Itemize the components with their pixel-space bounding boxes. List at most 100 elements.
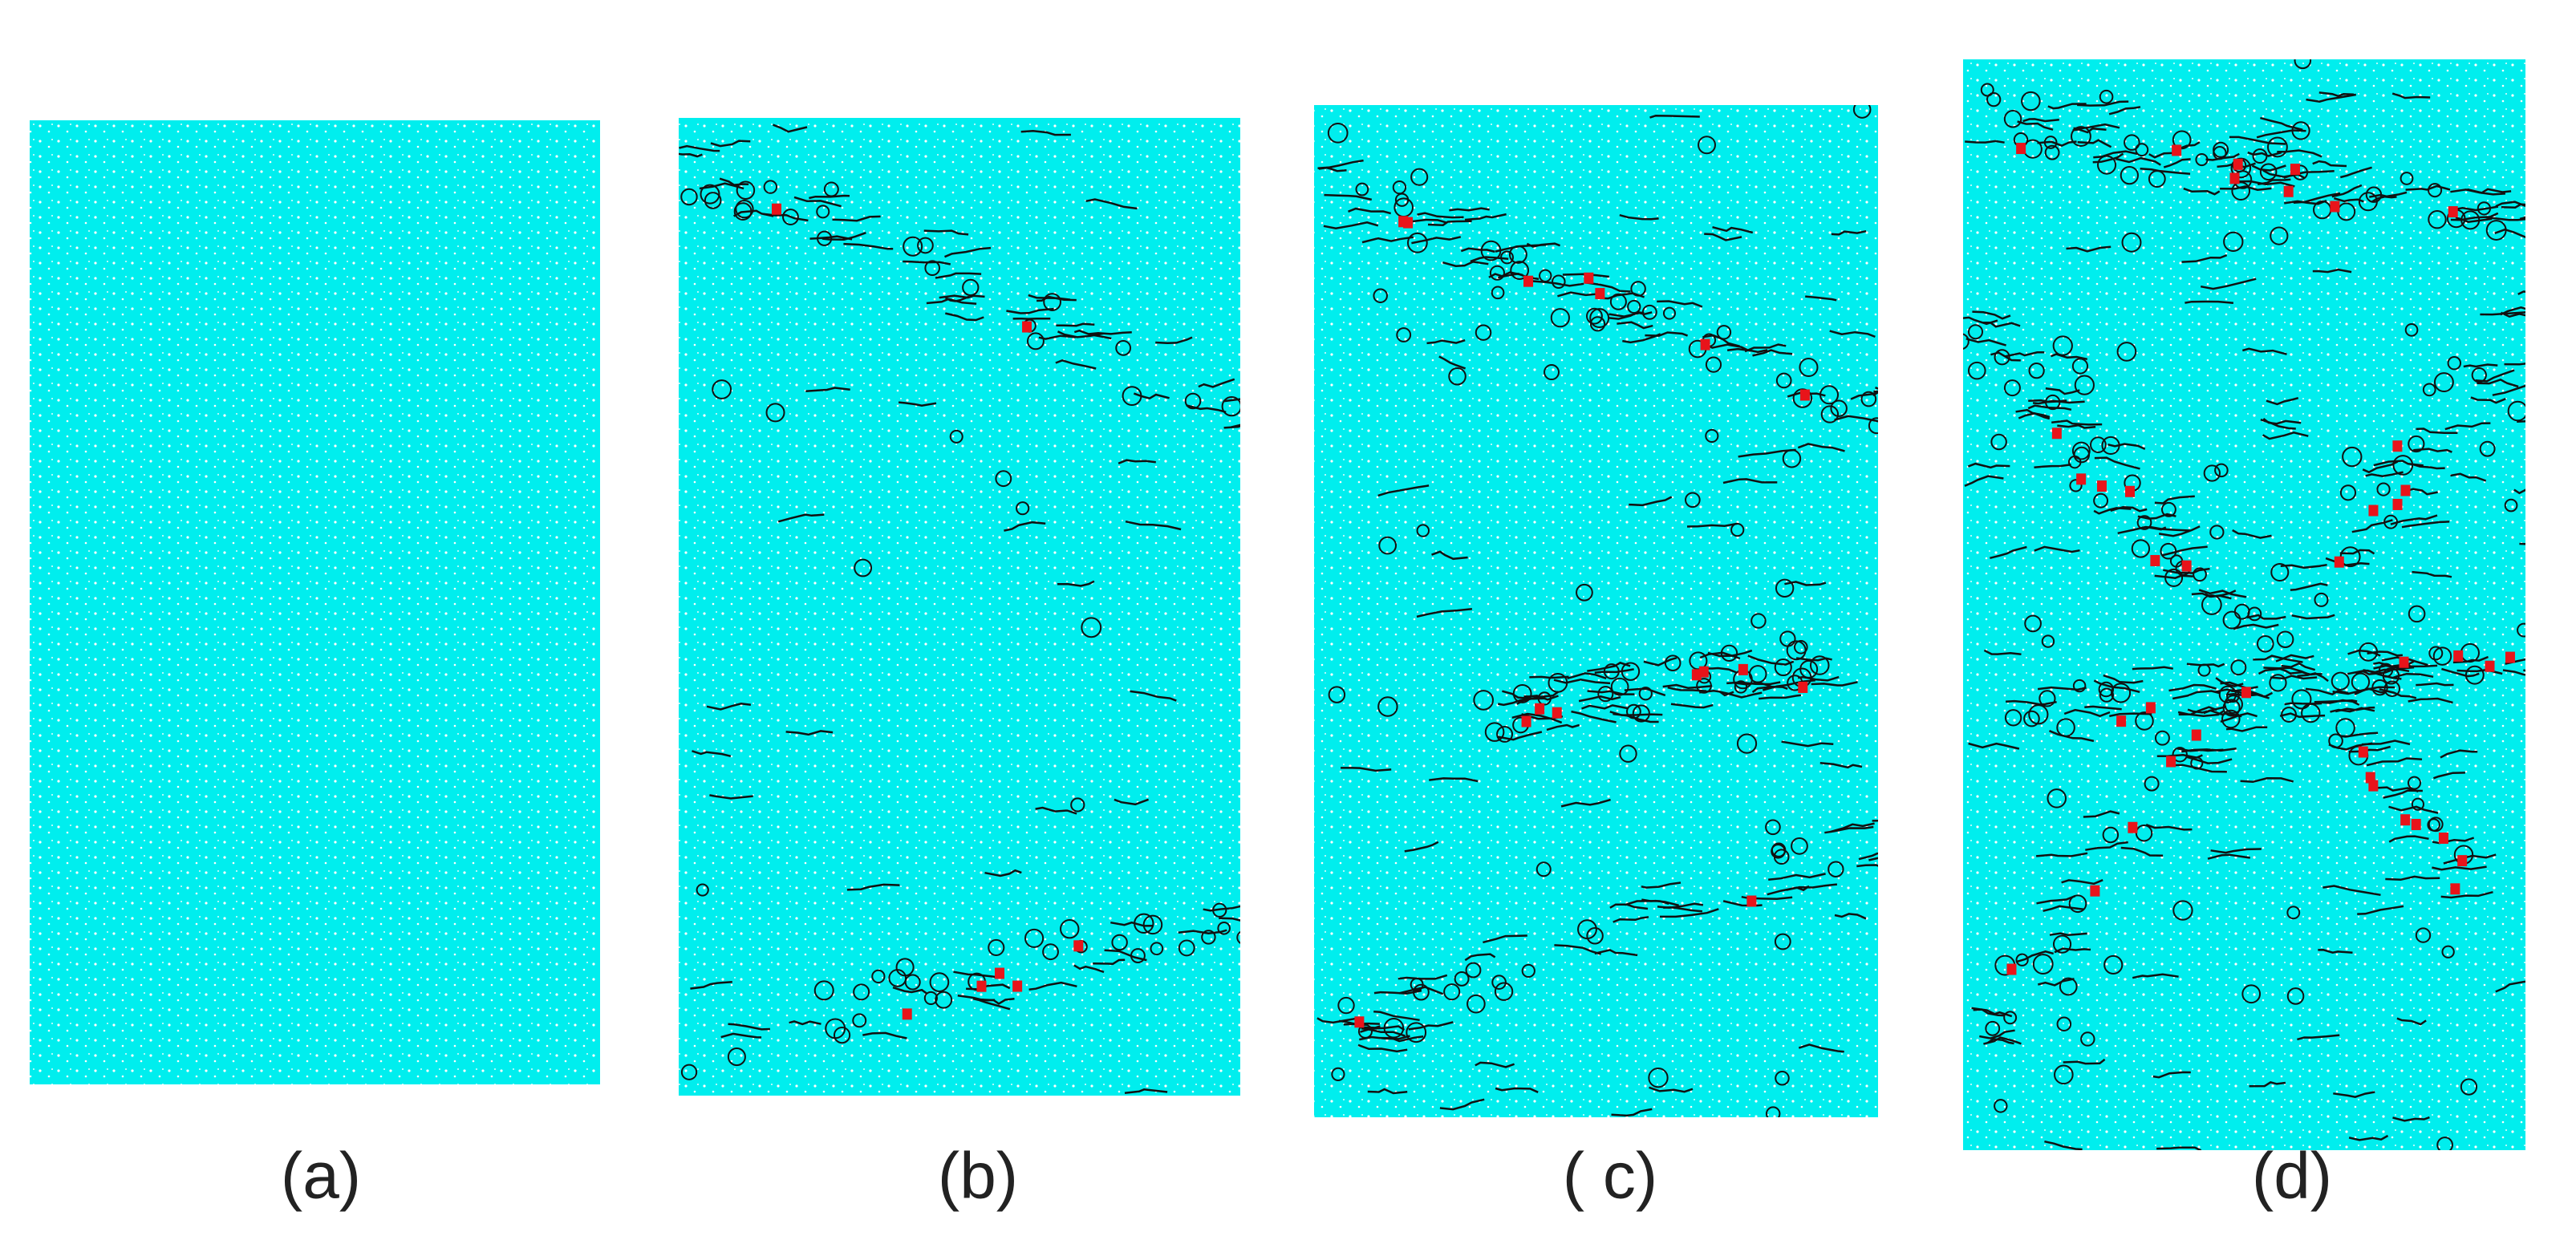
- crack: [2401, 521, 2450, 529]
- crack: [1657, 300, 1703, 308]
- crack: [2107, 443, 2146, 450]
- crack: [1585, 282, 1631, 293]
- damage: [2213, 141, 2229, 158]
- damage: [1454, 970, 1470, 987]
- damage: [1589, 316, 1606, 332]
- crack: [1464, 953, 1496, 962]
- damage: [2145, 702, 2156, 714]
- crack: [1323, 221, 1379, 229]
- crack: [2200, 278, 2257, 290]
- crack: [2207, 853, 2250, 860]
- crack: [2022, 118, 2059, 123]
- damage: [2006, 963, 2017, 975]
- damage: [2436, 1137, 2453, 1150]
- crack: [2093, 150, 2138, 159]
- crack: [2467, 188, 2512, 194]
- crack: [2037, 978, 2075, 987]
- damage: [1793, 639, 1808, 654]
- damage: [2144, 776, 2160, 792]
- crack: [1118, 459, 1156, 464]
- damage: [1247, 423, 1266, 442]
- damage: [1798, 681, 1808, 693]
- damage: [1638, 687, 1653, 701]
- damage: [2054, 1064, 2074, 1085]
- damage: [923, 991, 938, 1006]
- damage: [2131, 539, 2151, 558]
- damage: [852, 1013, 867, 1028]
- crack: [2054, 947, 2091, 954]
- crack: [1987, 1038, 2014, 1045]
- crack: [2485, 216, 2525, 221]
- crack: [1449, 207, 1490, 212]
- crack: [2519, 542, 2525, 545]
- crack: [2284, 702, 2322, 706]
- crack: [773, 124, 808, 133]
- crack: [1967, 462, 2010, 469]
- crack: [1873, 390, 1878, 393]
- damage: [1236, 930, 1240, 944]
- crack: [1529, 279, 1584, 287]
- damage: [2460, 1078, 2478, 1096]
- damage: [1535, 703, 1545, 715]
- damage: [1355, 182, 1369, 197]
- damage: [2504, 498, 2518, 513]
- damage: [1081, 617, 1102, 638]
- crack: [2251, 164, 2286, 172]
- crack: [1035, 806, 1077, 815]
- damage: [2172, 900, 2193, 921]
- crack: [2390, 514, 2438, 525]
- crack: [2312, 268, 2352, 274]
- crack: [709, 794, 753, 800]
- crack: [2017, 120, 2054, 131]
- crack: [2351, 519, 2393, 533]
- crack: [1722, 900, 1763, 907]
- crack: [1442, 261, 1489, 267]
- damage: [2256, 634, 2274, 653]
- crack: [2246, 614, 2286, 620]
- damage: [2479, 440, 2496, 457]
- crack: [2178, 706, 2217, 716]
- crack: [2240, 777, 2294, 784]
- damage: [1698, 136, 1716, 155]
- crack: [1056, 322, 1095, 327]
- crack: [2392, 1116, 2430, 1122]
- damage: [765, 403, 785, 423]
- damage: [1521, 715, 1531, 727]
- damage: [2460, 210, 2481, 230]
- crack: [1004, 521, 1046, 532]
- crack: [2440, 890, 2493, 899]
- damage: [1700, 338, 1710, 351]
- crack: [1361, 1027, 1406, 1037]
- crack: [1603, 292, 1645, 300]
- damage: [2073, 446, 2091, 464]
- crack: [2168, 683, 2217, 692]
- damage: [736, 180, 756, 201]
- specimen-a: [30, 120, 600, 1084]
- damage: [1792, 388, 1813, 408]
- crack: [1377, 484, 1430, 497]
- damage: [2471, 367, 2487, 383]
- crack: [2371, 786, 2419, 792]
- damage: [1698, 666, 1709, 678]
- damage: [1809, 655, 1830, 675]
- damage: [871, 969, 886, 984]
- crack: [1759, 694, 1802, 700]
- crack: [690, 980, 732, 990]
- crack: [1868, 857, 1878, 861]
- damage: [1142, 914, 1163, 935]
- crack: [1617, 321, 1653, 330]
- crack: [1055, 359, 1097, 370]
- crack: [2205, 152, 2240, 161]
- crack: [1475, 1061, 1515, 1068]
- crack: [2413, 448, 2452, 453]
- crack: [1834, 415, 1878, 423]
- damage: [2111, 683, 2132, 703]
- damage: [1475, 324, 1492, 341]
- crack: [2051, 419, 2103, 426]
- crack: [1964, 475, 2004, 487]
- damage: [1026, 332, 1045, 351]
- damage: [1994, 349, 2010, 366]
- damage: [2383, 514, 2398, 529]
- crack: [1699, 690, 1734, 697]
- damage: [1377, 696, 1398, 717]
